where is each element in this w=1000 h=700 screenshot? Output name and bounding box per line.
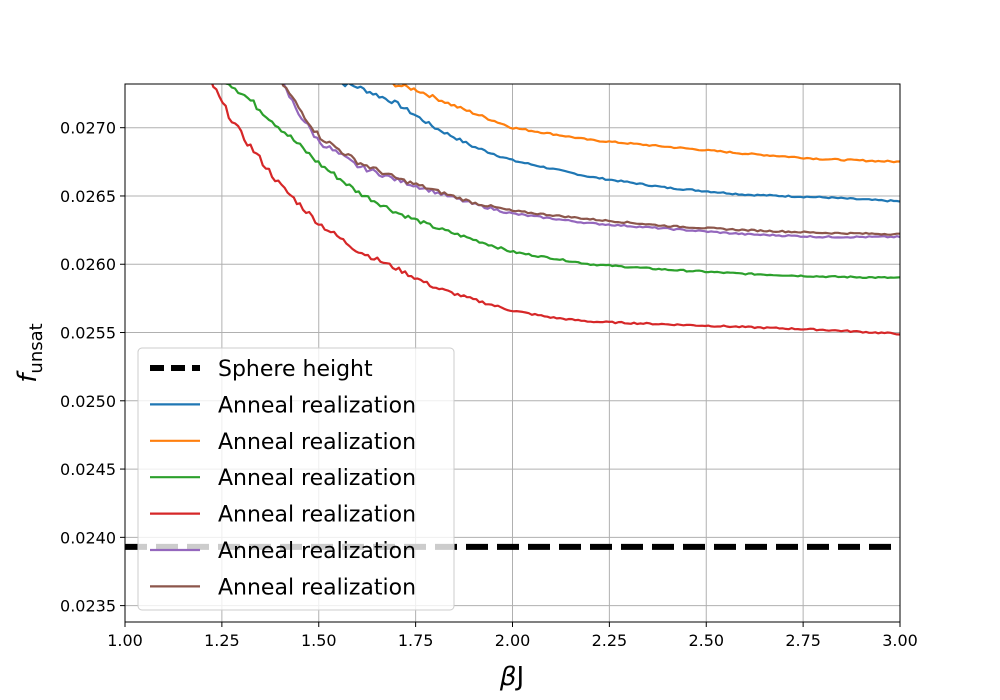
x-tick-label: 1.75 — [398, 631, 434, 650]
y-axis: 0.0235 0.0240 0.0245 0.0250 0.0255 0.0260 0.02… — [60, 119, 125, 616]
y-tick-label: 0.0270 — [60, 119, 116, 138]
x-tick-label: 2.50 — [688, 631, 724, 650]
y-tick-label: 0.0260 — [60, 255, 116, 274]
legend-label: Anneal realization — [218, 503, 416, 528]
x-tick-label: 1.50 — [301, 631, 337, 650]
x-tick-label: 1.25 — [204, 631, 240, 650]
x-tick-label: 3.00 — [882, 631, 918, 650]
series-line-5 — [282, 84, 900, 239]
x-tick-label: 1.00 — [107, 631, 143, 650]
y-tick-label: 0.0255 — [60, 324, 116, 343]
x-axis-label-main: β — [499, 662, 517, 692]
legend-label: Sphere height — [218, 357, 373, 382]
y-axis-label-sub: unsat — [26, 323, 47, 373]
legend-box — [137, 347, 455, 611]
x-axis-label-tail: J — [514, 662, 524, 692]
x-tick-label: 2.75 — [785, 631, 821, 650]
y-axis-label: funsat — [13, 323, 47, 382]
legend: Sphere height Anneal realization Anneal re… — [137, 347, 455, 611]
legend-label: Anneal realization — [218, 539, 416, 564]
x-axis: 1.00 1.25 1.50 1.75 2.00 2.25 2.50 2.75 3.00 — [107, 622, 918, 650]
series-line-4 — [211, 84, 900, 336]
series-line-2 — [391, 84, 900, 164]
x-axis-label: βJ — [499, 662, 524, 692]
legend-label: Anneal realization — [218, 575, 416, 600]
x-tick-label: 2.00 — [495, 631, 531, 650]
y-tick-label: 0.0265 — [60, 187, 116, 206]
y-tick-label: 0.0250 — [60, 392, 116, 411]
series-line-1 — [331, 84, 900, 203]
legend-label: Anneal realization — [218, 393, 416, 418]
series-line-6 — [281, 84, 900, 236]
y-tick-label: 0.0235 — [60, 597, 116, 616]
y-tick-label: 0.0245 — [60, 460, 116, 479]
y-tick-label: 0.0240 — [60, 528, 116, 547]
legend-label: Anneal realization — [218, 466, 416, 491]
legend-label: Anneal realization — [218, 430, 416, 455]
x-tick-label: 2.25 — [592, 631, 628, 650]
series-line-3 — [225, 84, 900, 279]
